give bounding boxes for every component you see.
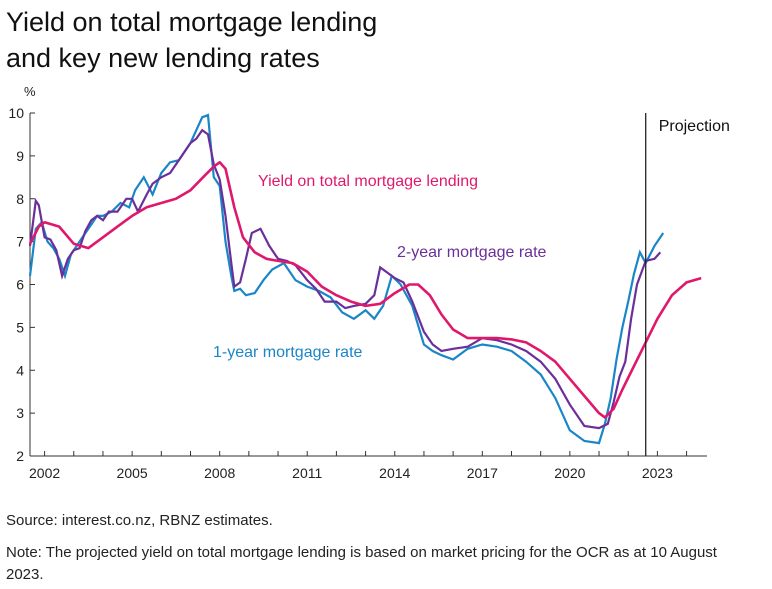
one-year-rate-line [28,113,665,445]
x-tick-label: 2008 [204,465,235,481]
y-tick-label: 10 [8,105,24,121]
y-axis: 2 3 4 5 6 7 8 9 10 [8,105,35,464]
y-tick-label: 4 [16,362,24,378]
y-tick-label: 6 [16,277,24,293]
source-note: Source: interest.co.nz, RBNZ estimates. [6,512,273,529]
footnote: Note: The projected yield on total mortg… [6,544,717,583]
chart-title: Yield on total mortgage lending and key … [6,4,377,76]
x-tick-label: 2017 [467,465,498,481]
x-tick-label: 2023 [642,465,673,481]
x-tick-label: 2011 [292,465,322,481]
x-tick-label: 2005 [117,465,148,481]
projection-marker: Projection [645,113,730,456]
series-layer [28,113,702,445]
y-tick-label: 2 [16,448,24,464]
chart-title-line-2: and key new lending rates [6,43,320,73]
x-tick-label: 2014 [379,465,410,481]
x-tick-label: 2002 [29,465,60,481]
chart-title-line-1: Yield on total mortgage lending [6,7,378,37]
y-axis-unit-label: % [24,84,36,99]
annotation-yield: Yield on total mortgage lending [258,173,478,190]
x-tick-label: 2020 [554,465,585,481]
line-chart: % 2 3 4 5 6 7 8 9 10 2002 2005 2008 2011 2014 2017 202… [8,84,730,481]
y-tick-label: 7 [16,234,24,250]
yield-line [28,161,702,419]
annotation-one-year: 1-year mortgage rate [213,344,363,361]
y-tick-label: 8 [16,191,24,207]
annotation-two-year: 2-year mortgage rate [397,244,547,261]
y-tick-label: 5 [16,319,24,335]
x-axis: 2002 2005 2008 2011 2014 2017 2020 2023 [29,451,707,481]
y-tick-label: 9 [16,148,24,164]
y-tick-label: 3 [16,405,24,421]
projection-label: Projection [659,118,730,135]
two-year-rate-line [28,128,662,430]
